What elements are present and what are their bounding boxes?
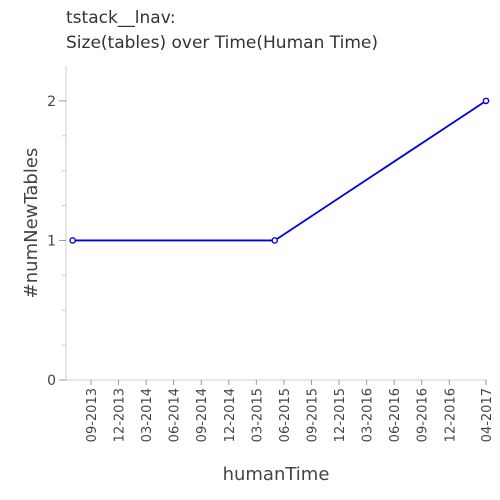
x-tick-label: 12-2014 [223, 388, 238, 442]
y-ticks: 0 1 2 [47, 94, 66, 389]
x-tick-label: 09-2014 [195, 388, 210, 442]
y-tick-label: 2 [47, 94, 56, 110]
data-point [482, 97, 490, 105]
x-tick-label: 03-2016 [361, 388, 376, 442]
chart-title-line-2: Size(tables) over Time(Human Time) [66, 33, 378, 53]
x-tick-label: 06-2016 [388, 388, 403, 442]
series-layer [69, 97, 490, 244]
x-tick-label: 09-2016 [416, 388, 431, 442]
x-tick-label: 04-2017 [480, 388, 495, 442]
x-tick-label: 06-2014 [168, 388, 183, 442]
x-tick-label: 09-2013 [85, 388, 100, 442]
x-tick-label: 06-2015 [278, 388, 293, 442]
x-tick-label: 12-2016 [443, 388, 458, 442]
x-tick-label: 03-2014 [140, 388, 155, 442]
series-line [72, 100, 487, 242]
data-point [271, 237, 279, 244]
y-minor-ticks [62, 135, 66, 346]
y-tick-label: 0 [47, 373, 56, 389]
x-tick-label: 12-2015 [333, 388, 348, 442]
y-axis-label: #numNewTables [21, 148, 42, 299]
x-tick-label: 03-2015 [250, 388, 265, 442]
x-tick-label: 09-2015 [305, 388, 320, 442]
x-tick-label: 12-2013 [113, 388, 128, 442]
x-ticks: 09-2013 12-2013 03-2014 06-2014 09-2014 12-20… [85, 380, 495, 442]
chart-title-line-1: tstack__lnav: [66, 8, 176, 28]
data-point [69, 237, 76, 244]
x-axis-label: humanTime [223, 464, 330, 485]
y-tick-label: 1 [47, 233, 56, 249]
